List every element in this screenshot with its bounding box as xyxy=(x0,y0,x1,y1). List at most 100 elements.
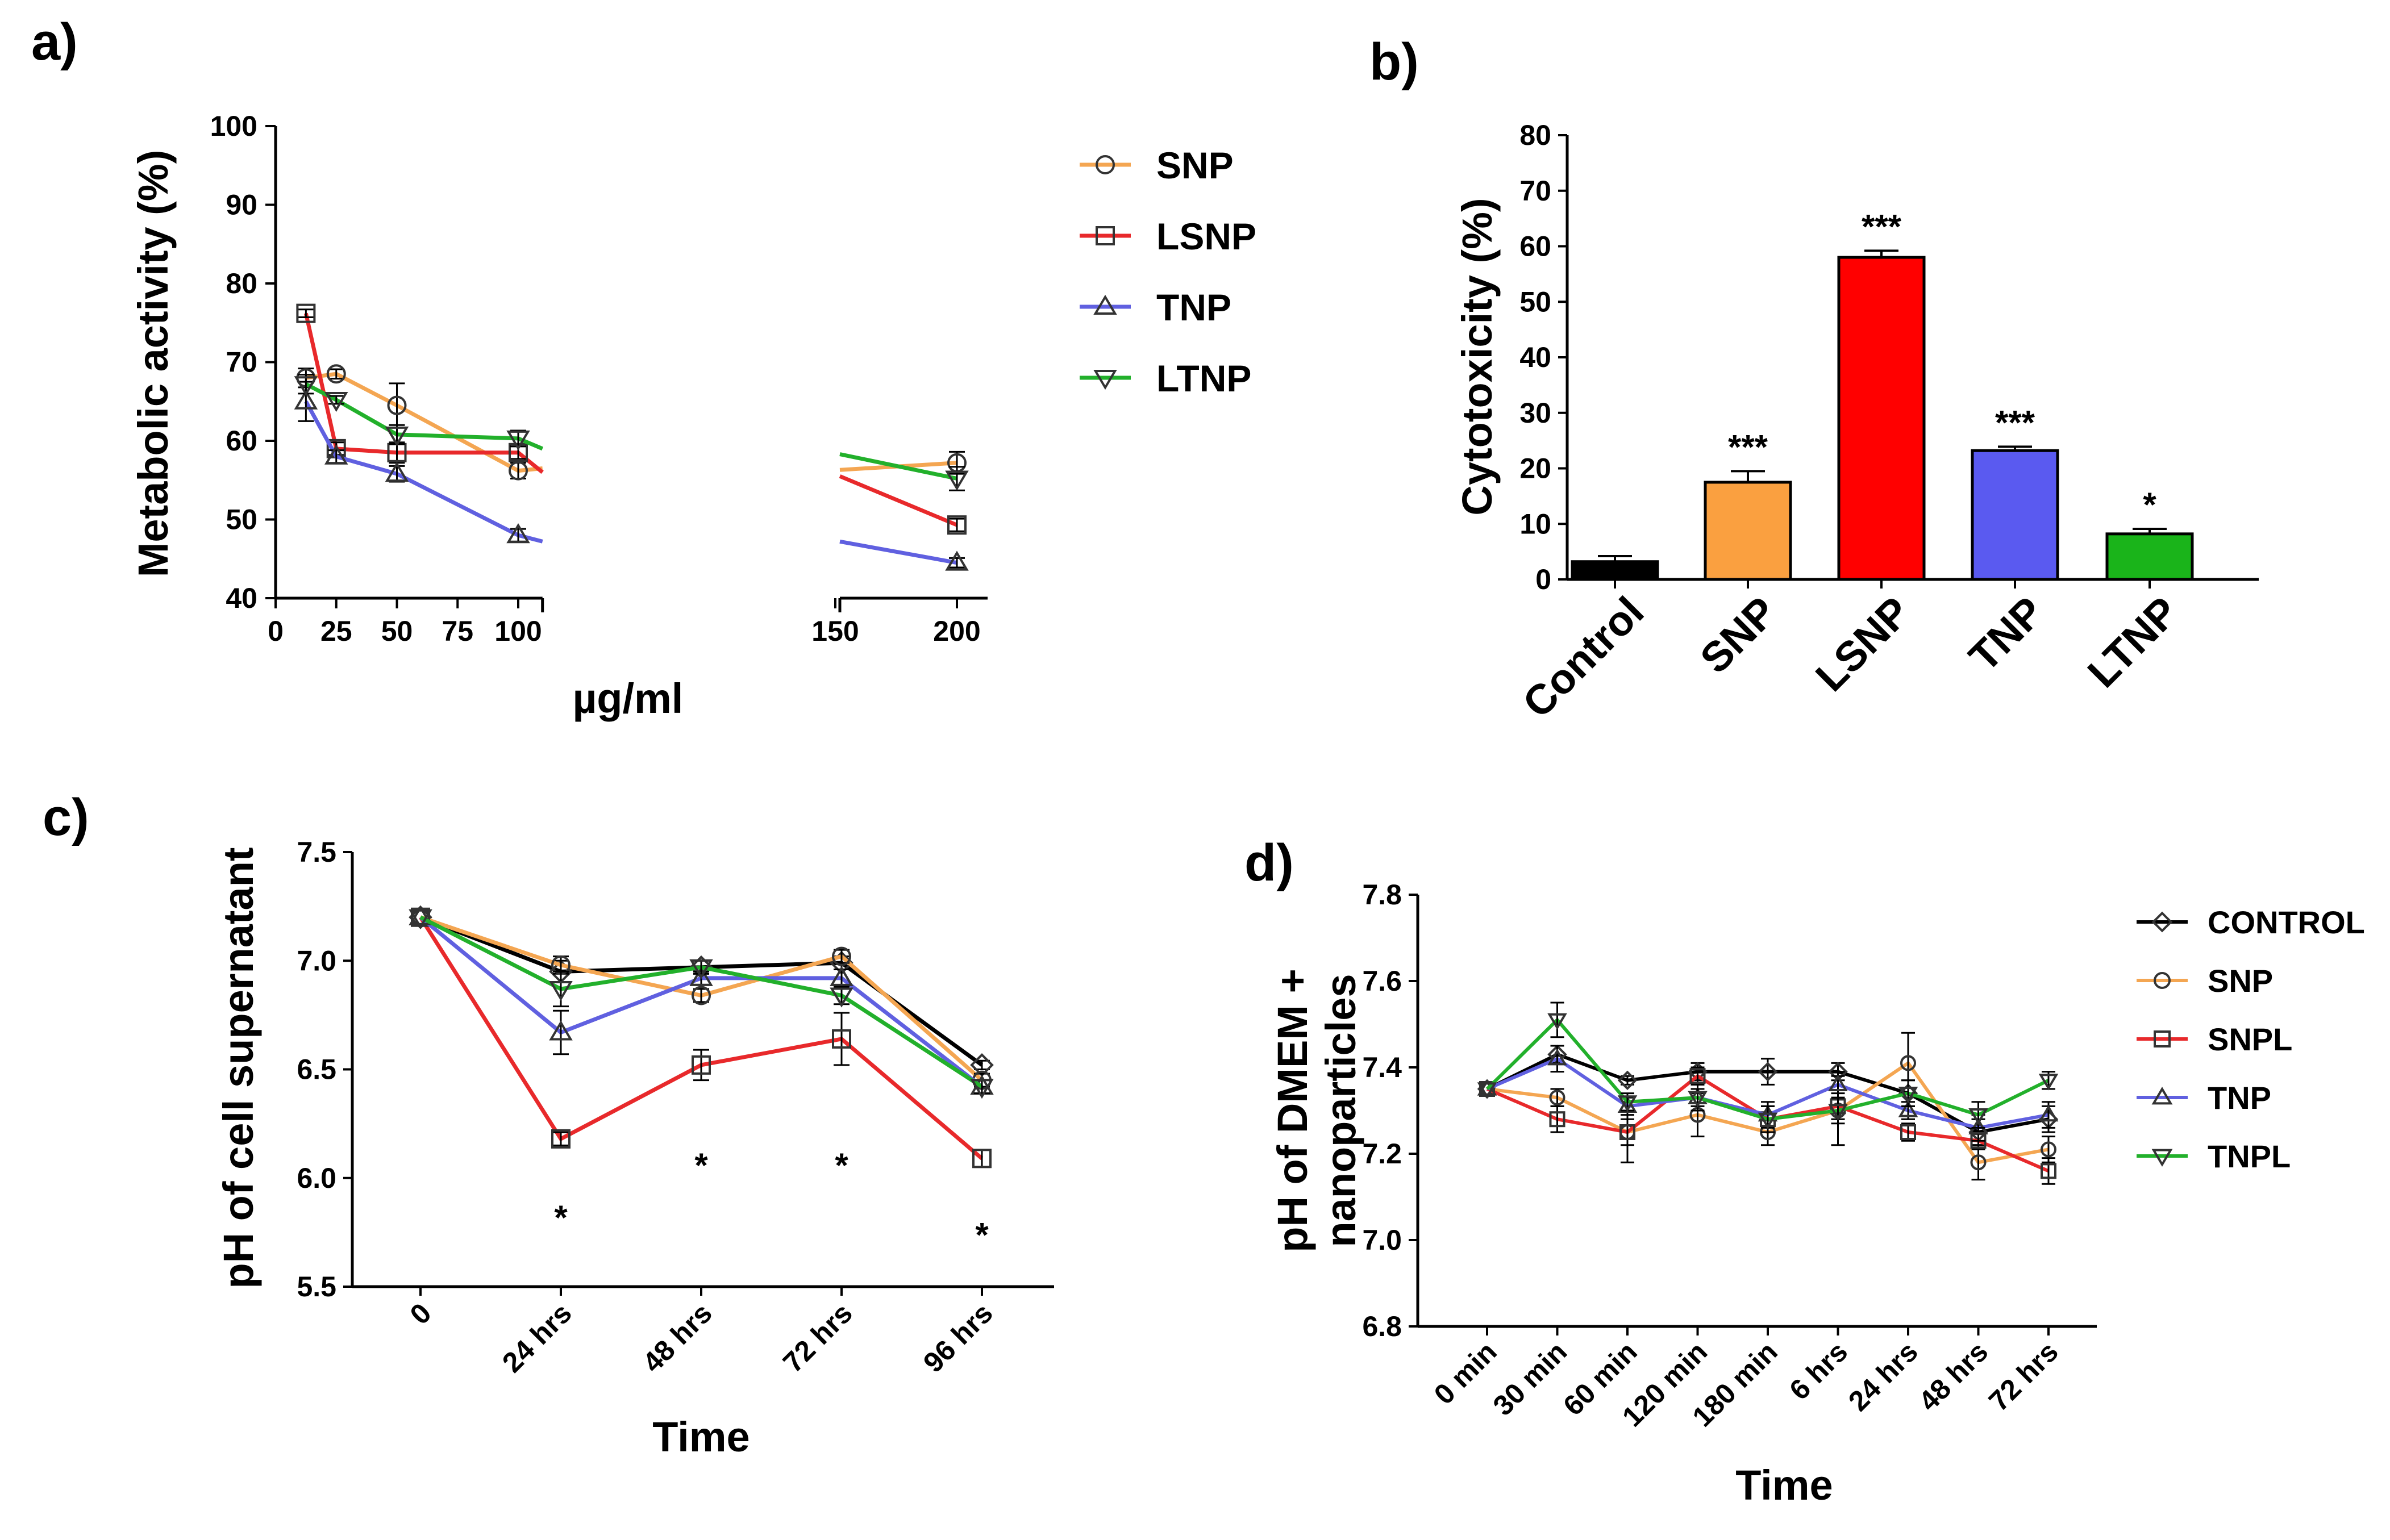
b-bar-tnp xyxy=(1971,449,2059,581)
a-x-tick-label: 25 xyxy=(320,615,352,647)
a-x-axis-title: µg/ml xyxy=(573,675,684,722)
d-point-snpl xyxy=(1619,1124,1635,1140)
a-point-lsnp xyxy=(296,303,316,323)
a-x-tick-label: 100 xyxy=(494,615,542,647)
c-point-snpl xyxy=(832,1029,851,1049)
b-x-tick-label: SNP xyxy=(1691,588,1785,682)
d-legend-item-snp: SNP xyxy=(2137,963,2273,999)
a-line-tnp-left xyxy=(304,400,543,544)
a-x-tick-label: 150 xyxy=(811,615,859,647)
a-legend-marker xyxy=(1096,155,1115,174)
b-y-tick-label: 20 xyxy=(1519,453,1551,485)
d-point-tnp xyxy=(1898,1100,1918,1117)
a-y-tick-label: 80 xyxy=(226,268,257,299)
d-y-tick-label: 7.0 xyxy=(1362,1224,1402,1256)
b-bar-lsnp xyxy=(1837,256,1926,581)
d-point-snp xyxy=(1900,1055,1916,1071)
d-legend-label: TNP xyxy=(2208,1080,2271,1116)
a-y-tick-label: 50 xyxy=(226,504,257,536)
d-point-tnpl xyxy=(1477,1082,1497,1099)
c-y-tick-label: 6.0 xyxy=(297,1162,336,1194)
a-legend-item-ltnp: LTNP xyxy=(1080,357,1251,399)
a-legend-item-tnp: TNP xyxy=(1080,286,1231,328)
d-point-snpl xyxy=(1549,1111,1565,1128)
panel-c: c) 5.5 6.0 6.5 7.0 7.5 0 24 hrs 48 hrs 72 hrs 96 h… xyxy=(43,788,1054,1460)
a-legend-label: LSNP xyxy=(1156,215,1256,257)
d-y-tick-label: 7.8 xyxy=(1362,879,1402,911)
d-legend-item-tnp: TNP xyxy=(2137,1080,2271,1116)
b-x-tick-label: TNP xyxy=(1960,588,2052,681)
d-point-tnpl xyxy=(1898,1087,1918,1104)
d-y-axis-title-line1: pH of DMEM + xyxy=(1269,969,1316,1252)
d-legend-marker xyxy=(2154,972,2171,989)
a-point-snp xyxy=(326,364,346,384)
c-x-tick-label: 72 hrs xyxy=(777,1297,859,1379)
b-bar-snp xyxy=(1704,481,1792,581)
c-x-tick-label: 96 hrs xyxy=(917,1297,999,1379)
c-y-tick-label: 7.0 xyxy=(297,945,336,976)
b-y-tick-label: 70 xyxy=(1519,175,1551,207)
d-series-tnpl xyxy=(1477,1001,2059,1133)
a-point-tnp xyxy=(506,523,530,544)
c-point-snp xyxy=(832,946,851,966)
d-x-tick-label: 72 hrs xyxy=(1983,1335,2064,1417)
c-significance-label: * xyxy=(975,1216,989,1254)
d-point-tnp xyxy=(1547,1049,1567,1066)
c-series-snp xyxy=(411,907,992,1090)
d-x-tick-label: 48 hrs xyxy=(1913,1335,1995,1417)
d-point-tnpl xyxy=(1547,1013,1567,1030)
a-line-ltnp-right xyxy=(839,452,957,481)
d-point-tnp xyxy=(1828,1074,1848,1091)
b-y-tick-label: 80 xyxy=(1519,119,1551,151)
a-legend-label: TNP xyxy=(1156,286,1231,328)
a-point-ltnp xyxy=(324,391,348,412)
d-x-axis-title: Time xyxy=(1735,1462,1833,1509)
c-point-tnpl xyxy=(549,980,573,1001)
a-x-tick-label: 200 xyxy=(933,615,980,647)
c-y-tick-label: 7.5 xyxy=(297,836,336,868)
b-y-tick-label: 10 xyxy=(1519,508,1551,540)
a-y-tick-label: 40 xyxy=(226,582,257,614)
d-point-tnp xyxy=(2038,1104,2059,1122)
d-legend-label: SNP xyxy=(2208,963,2273,999)
c-point-tnpl xyxy=(409,909,432,929)
c-point-tnp xyxy=(549,1020,573,1041)
b-bar-ltnp xyxy=(2105,532,2194,581)
panel-c-label: c) xyxy=(43,788,89,846)
a-point-snp xyxy=(387,395,407,415)
b-significance-label: *** xyxy=(1862,207,1902,245)
d-y-tick-label: 6.8 xyxy=(1362,1311,1402,1342)
c-point-snp xyxy=(692,986,711,1005)
a-x-tick-label: 0 xyxy=(268,615,284,647)
a-x-tick-label: 75 xyxy=(442,615,473,647)
c-significance-label: * xyxy=(694,1146,708,1184)
a-legend-label: SNP xyxy=(1156,144,1234,186)
d-point-tnpl xyxy=(1968,1108,1988,1125)
d-legend-marker xyxy=(2154,1030,2171,1047)
c-y-tick-label: 6.5 xyxy=(297,1054,336,1086)
b-y-tick-label: 30 xyxy=(1519,397,1551,429)
a-x-tick-label: 50 xyxy=(381,615,413,647)
c-point-snpl xyxy=(551,1129,571,1149)
c-x-tick-label: 48 hrs xyxy=(636,1297,718,1379)
panel-b-label: b) xyxy=(1369,33,1419,91)
a-line-tnp-right xyxy=(839,539,957,565)
d-point-snp xyxy=(1970,1154,1987,1171)
c-y-tick-label: 5.5 xyxy=(297,1271,336,1303)
panel-a: a) 40 50 60 70 80 90 100 0 25 50 75 100 150 200 µg/ml Me… xyxy=(31,13,1256,722)
c-x-tick-label: 0 xyxy=(404,1297,438,1330)
d-point-tnp xyxy=(1968,1117,1988,1134)
d-legend-item-snpl: SNPL xyxy=(2137,1021,2292,1057)
b-x-tick-label: LTNP xyxy=(2079,588,2187,696)
a-line-lsnp-right xyxy=(839,474,958,527)
b-x-tick-label: Control xyxy=(1514,588,1653,727)
d-legend-label: TNPL xyxy=(2208,1138,2291,1174)
d-point-tnpl xyxy=(2038,1074,2059,1091)
a-legend-marker xyxy=(1093,294,1117,315)
a-series-ltnp xyxy=(294,374,969,491)
a-y-tick-label: 100 xyxy=(210,110,257,142)
c-point-tnpl xyxy=(830,987,853,1008)
c-point-snpl xyxy=(972,1149,992,1168)
d-legend-marker xyxy=(2151,1149,2173,1167)
